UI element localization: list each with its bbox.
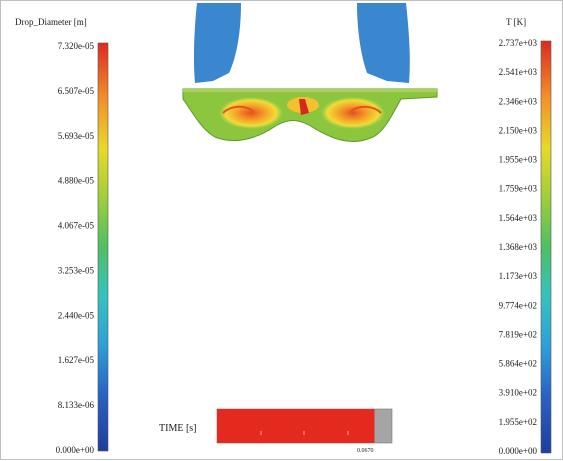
- right-colorbar: [540, 40, 552, 454]
- spray-plume-right: [357, 3, 410, 83]
- chamber-top-edge: [183, 89, 437, 92]
- right-legend-label: 1.759e+03: [499, 184, 538, 194]
- left-colorbar: [97, 42, 109, 452]
- hot-zone-right: [321, 97, 385, 129]
- time-indicator: TIME [s] 0.0670: [159, 408, 393, 454]
- right-legend-label: 9.774e+02: [499, 300, 537, 310]
- left-legend-label: 0.000e+00: [56, 445, 95, 455]
- flame-front-left: [222, 105, 254, 114]
- hot-zone-left: [219, 97, 283, 129]
- right-legend-label: 3.910e+02: [499, 388, 537, 398]
- left-legend-label: 4.880e-05: [58, 176, 95, 186]
- right-legend-label: 1.955e+02: [499, 417, 537, 427]
- valve-left: [191, 76, 271, 91]
- spark-region: [299, 99, 309, 115]
- left-legend-label: 6.507e-05: [58, 86, 95, 96]
- right-legend-label: 2.150e+03: [499, 125, 538, 135]
- left-legend-label: 5.693e-05: [58, 131, 95, 141]
- right-legend-labels: 2.737e+03 2.541e+03 2.346e+03 2.150e+03 1.95…: [499, 38, 538, 456]
- spray-plume-left: [193, 3, 241, 83]
- right-legend-label: 5.864e+02: [499, 359, 537, 369]
- left-legend-label: 3.253e-05: [58, 265, 95, 275]
- right-legend-label: 0.000e+00: [499, 446, 538, 456]
- flame-front-right: [350, 105, 382, 114]
- left-legend-label: 1.627e-05: [58, 355, 95, 365]
- left-legend-label: 7.320e-05: [58, 41, 95, 51]
- combustion-chamber: [182, 88, 438, 142]
- left-legend-label: 2.440e-05: [58, 310, 95, 320]
- left-legend-labels: 7.320e-05 6.507e-05 5.693e-05 4.880e-05 4.06…: [56, 41, 95, 455]
- right-legend-label: 1.368e+03: [499, 242, 538, 252]
- right-legend-label: 1.564e+03: [499, 213, 538, 223]
- left-legend-label: 8.133e-06: [58, 400, 95, 410]
- right-legend-label: 2.541e+03: [499, 67, 538, 77]
- right-legend-label: 1.173e+03: [499, 271, 538, 281]
- right-legend-label: 1.955e+03: [499, 155, 538, 165]
- time-bar-fill: [217, 409, 375, 443]
- time-value: 0.0670: [357, 448, 374, 454]
- right-legend-label: 2.737e+03: [499, 38, 538, 48]
- spray-plumes: [191, 3, 413, 91]
- right-legend-label: 7.819e+02: [499, 329, 537, 339]
- right-legend-title: T [K]: [506, 17, 526, 27]
- valve-right: [341, 76, 413, 91]
- left-legend-title: Drop_Diameter [m]: [15, 17, 87, 27]
- left-legend-label: 4.067e-05: [58, 221, 95, 231]
- right-legend-label: 2.346e+03: [499, 96, 538, 106]
- time-label: TIME [s]: [159, 423, 197, 434]
